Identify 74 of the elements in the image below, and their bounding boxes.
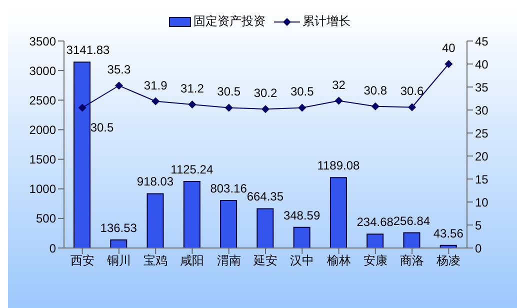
legend-label: 固定资产投资 [194,13,266,30]
bar [366,234,384,248]
data-label: 30.5 [290,84,314,99]
y-tick-label: 1000 [29,182,56,196]
data-label: 35.3 [107,62,131,77]
bar [330,177,347,248]
x-tick-label: 商洛 [400,254,424,268]
data-label: 136.53 [100,220,138,235]
legend-label: 累计增长 [302,13,350,30]
x-tick-label: 渭南 [216,254,241,268]
y-tick-label: 500 [36,212,56,226]
point [334,96,343,105]
x-tick-label: 咸阳 [180,254,204,268]
y2-tick-label: 40 [475,57,489,72]
bar [74,62,90,248]
data-label: 664.35 [246,190,284,204]
point [444,60,453,68]
y2-tick-label: 0 [475,241,482,256]
x-tick-label: 汉中 [290,254,314,268]
point [152,97,160,106]
y-tick-label: 1500 [29,152,56,167]
data-label: 30.8 [364,83,388,98]
point [298,104,306,112]
y-tick-label: 3500 [29,34,56,48]
bar [220,200,238,248]
data-label: 1125.24 [170,162,214,176]
bar [183,180,200,248]
data-label: 32 [332,78,346,92]
data-label: 803.16 [210,182,248,196]
y-tick-label: 2000 [29,122,56,137]
data-label: 40 [442,41,456,55]
point [188,100,196,108]
y2-tick-label: 10 [475,195,489,210]
x-tick-label: 西安 [70,254,94,268]
data-label: 348.59 [283,208,320,222]
y2-tick-label: 30 [475,103,489,118]
y2-tick-label: 15 [475,172,489,186]
data-label: 1189.08 [317,158,360,173]
x-tick-label: 安康 [363,254,388,268]
point [224,104,233,112]
data-label: 31.9 [144,78,168,92]
y-tick-label: 3000 [29,64,56,78]
data-label: 918.03 [136,174,174,189]
x-tick-label: 榆林 [326,254,351,268]
point [408,103,416,112]
bar [110,239,128,248]
data-label: 30.2 [254,86,278,100]
y2-tick-label: 20 [475,149,489,164]
data-label: 30.5 [217,84,241,99]
bar [293,226,310,248]
bar [403,232,420,248]
y-tick-label: 0 [49,241,56,256]
data-label: 30.5 [90,120,114,135]
point [78,104,86,112]
y2-tick-label: 35 [475,80,489,94]
y2-tick-label: 25 [475,126,489,140]
point [371,102,380,110]
x-tick-label: 延安 [252,254,278,268]
x-tick-label: 杨凌 [436,254,461,268]
data-label: 256.84 [393,214,430,228]
bar [146,193,164,248]
point [262,105,270,114]
data-label: 30.6 [400,84,424,98]
x-tick-label: 宝鸡 [144,254,168,268]
data-label: 31.2 [180,81,204,96]
y-tick-label: 2500 [29,93,56,108]
bar [256,208,274,248]
x-tick-label: 铜川 [106,254,131,268]
y2-tick-label: 5 [475,218,482,232]
data-label: 3141.83 [66,43,110,58]
data-label: 43.56 [433,226,464,240]
y2-tick-label: 45 [475,34,489,48]
data-label: 234.68 [356,215,394,230]
point [114,82,123,90]
